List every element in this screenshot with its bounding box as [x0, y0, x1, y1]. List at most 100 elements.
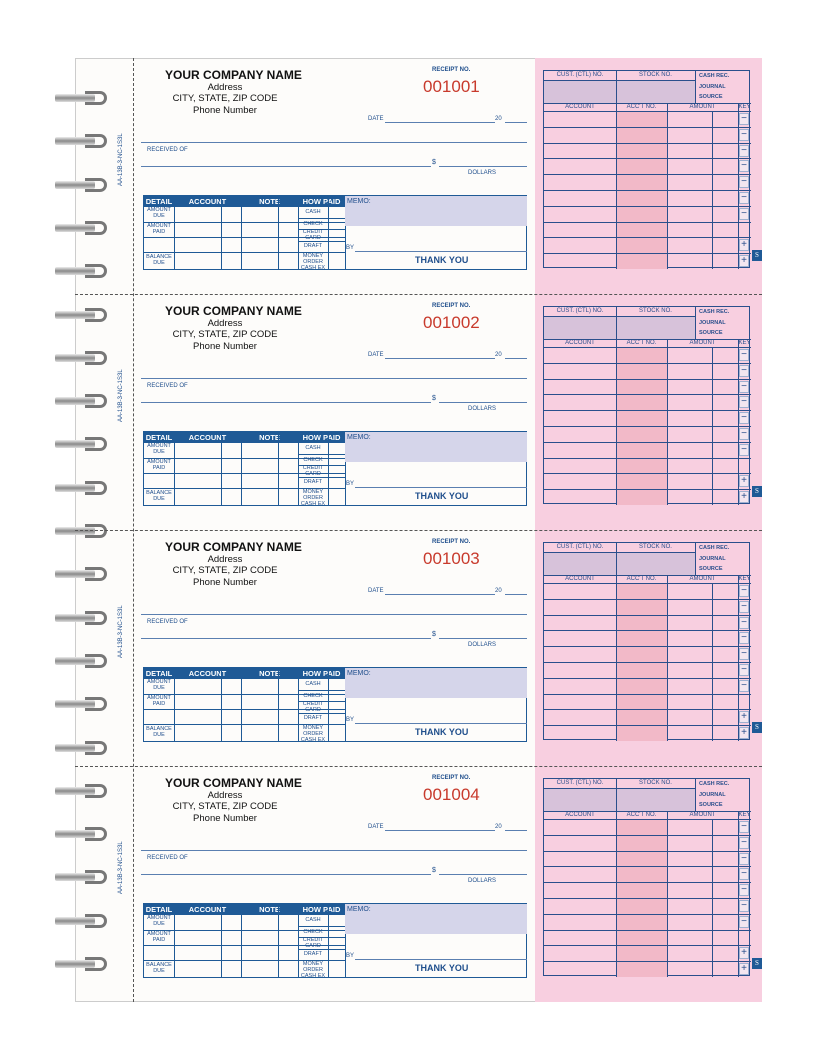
key-box[interactable]: −	[739, 443, 749, 456]
key-box[interactable]: −	[739, 396, 749, 409]
key-box[interactable]: −	[739, 616, 749, 629]
key-box[interactable]: −	[739, 349, 749, 361]
received-of-label: RECEIVED OF	[147, 383, 188, 389]
company-phone: Phone Number	[193, 577, 257, 588]
receipt-no-label: RECEIPT NO.	[432, 67, 471, 73]
cust-no-field[interactable]	[544, 80, 695, 103]
key-box[interactable]: −	[739, 144, 749, 157]
amount-field[interactable]	[439, 402, 527, 403]
row-line	[544, 614, 751, 616]
memo-field[interactable]	[345, 432, 527, 462]
key-box[interactable]: −	[739, 113, 749, 125]
row-line	[544, 221, 751, 223]
key-box[interactable]: −	[739, 868, 749, 881]
row-line	[144, 488, 345, 489]
row-line	[144, 473, 345, 474]
key-box[interactable]: +	[739, 255, 749, 268]
amount-field[interactable]	[439, 638, 527, 639]
s-badge: S	[752, 250, 762, 261]
line	[544, 339, 751, 340]
key-box[interactable]: −	[739, 900, 749, 912]
signature-field[interactable]	[355, 251, 527, 252]
key-box[interactable]: +	[739, 475, 749, 488]
dollars-label: DOLLARS	[468, 406, 497, 412]
how-paid-1: CHECK	[303, 457, 323, 463]
signature-field[interactable]	[355, 959, 527, 960]
key-box[interactable]: −	[739, 412, 749, 425]
payment-table: DETAIL ACCOUNT NOTE HOW PAID AMOUNT DUE AMOUN…	[143, 903, 527, 979]
cust-no-field[interactable]	[544, 316, 695, 339]
key-box[interactable]: −	[739, 176, 749, 189]
ring-bar	[55, 310, 95, 319]
spiral-ring	[55, 913, 107, 928]
dollar-sign: $	[432, 395, 436, 402]
key-box[interactable]: −	[739, 380, 749, 393]
key-box[interactable]: +	[739, 239, 749, 252]
company-address: Address	[207, 554, 243, 565]
ring-bar	[55, 483, 95, 492]
received-of-field[interactable]	[141, 402, 431, 403]
key-box[interactable]: −	[739, 648, 749, 661]
key-box[interactable]: −	[739, 585, 749, 597]
key-box[interactable]: −	[739, 428, 749, 440]
key-box[interactable]: −	[739, 128, 749, 141]
company-name: YOUR COMPANY NAME	[165, 304, 302, 318]
key-box[interactable]: +	[739, 727, 749, 740]
year-field[interactable]	[505, 594, 527, 595]
cust-label: CUST. (CTL) NO.	[556, 308, 604, 314]
key-box[interactable]: +	[739, 711, 749, 724]
memo-field[interactable]	[345, 904, 527, 934]
received-of-field[interactable]	[141, 874, 431, 875]
key-box[interactable]: −	[739, 632, 749, 645]
key-box[interactable]: −	[739, 836, 749, 849]
received-of-field[interactable]	[141, 166, 431, 167]
key-box[interactable]: −	[739, 884, 749, 897]
year-field[interactable]	[505, 830, 527, 831]
key-box[interactable]: −	[739, 207, 749, 220]
key-box[interactable]: −	[739, 664, 749, 676]
key-box[interactable]: +	[739, 491, 749, 504]
signature-field[interactable]	[355, 723, 527, 724]
year-field[interactable]	[505, 122, 527, 123]
memo-field[interactable]	[345, 196, 527, 226]
amount-field[interactable]	[439, 874, 527, 875]
detail-label: AMOUNT DUE	[147, 915, 171, 927]
cust-no-field[interactable]	[544, 552, 695, 575]
key-box[interactable]: −	[739, 852, 749, 865]
key-box[interactable]: −	[739, 600, 749, 613]
key-box[interactable]: −	[739, 679, 749, 692]
line	[738, 103, 739, 269]
row-line	[544, 394, 751, 396]
col-line	[174, 668, 175, 741]
date-field[interactable]	[385, 122, 495, 123]
line	[544, 552, 695, 553]
ring-loop	[85, 913, 107, 928]
key-box[interactable]: −	[739, 364, 749, 377]
date-field[interactable]	[385, 358, 495, 359]
key-box[interactable]: +	[739, 947, 749, 960]
key-box[interactable]: −	[739, 160, 749, 173]
year-field[interactable]	[505, 358, 527, 359]
spiral-ring	[55, 740, 107, 755]
receipt: YOUR COMPANY NAME Address CITY, STATE, ZIP…	[75, 294, 762, 530]
thank-you: THANK YOU	[415, 727, 469, 737]
amount-field[interactable]	[439, 166, 527, 167]
row-line	[298, 454, 345, 455]
key-box[interactable]: −	[739, 915, 749, 928]
row-line	[544, 126, 751, 128]
company-phone: Phone Number	[193, 341, 257, 352]
date-field[interactable]	[385, 830, 495, 831]
row-line	[544, 253, 751, 255]
spiral-ring	[55, 524, 107, 538]
key-box[interactable]: +	[739, 963, 749, 976]
key-box[interactable]: −	[739, 192, 749, 204]
signature-field[interactable]	[355, 487, 527, 488]
cust-no-field[interactable]	[544, 788, 695, 811]
memo-field[interactable]	[345, 668, 527, 698]
key-box[interactable]: −	[739, 821, 749, 833]
table-header: DETAIL	[144, 668, 174, 679]
dollars-label: DOLLARS	[468, 878, 497, 884]
received-of-field[interactable]	[141, 638, 431, 639]
date-field[interactable]	[385, 594, 495, 595]
line	[544, 575, 751, 576]
